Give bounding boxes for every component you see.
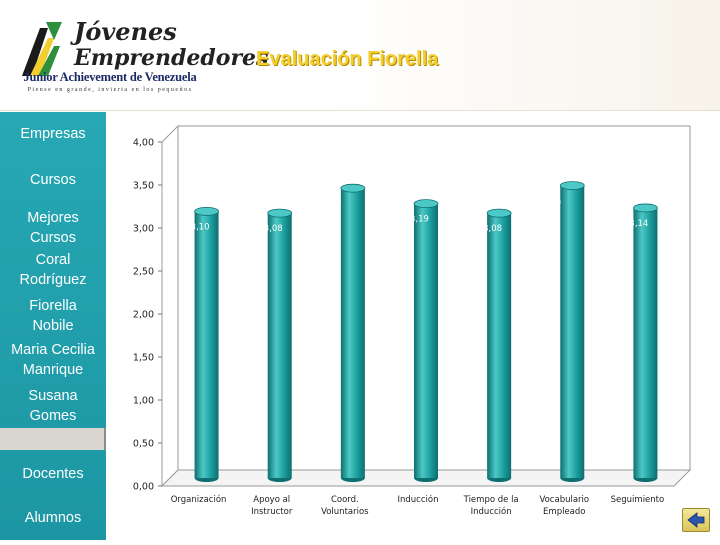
logo-mark-icon [22, 22, 62, 76]
y-tick-label: 0,00 [133, 482, 154, 493]
y-tick-label: 3,50 [133, 181, 154, 192]
y-tick-label: 1,00 [133, 396, 154, 407]
bar [194, 211, 219, 478]
x-tick-label: Seguimiento [611, 495, 665, 505]
sidebar-item-susana-gomes[interactable]: Susana Gomes [0, 386, 106, 426]
sidebar-item-label: Susana Gomes [28, 388, 78, 424]
bar-top [340, 183, 366, 193]
y-tick-label: 4,00 [133, 138, 154, 149]
bar [340, 188, 365, 478]
bar-chart: 0,00 0,50 1,00 1,50 2,00 2,50 3,00 3,50 4,00 3,10… [133, 124, 692, 517]
bar-top [413, 199, 439, 209]
sidebar-item-maria-cecilia-manrique[interactable]: Maria Cecilia Manrique [0, 340, 106, 380]
sidebar-item-docentes[interactable]: Docentes [0, 464, 106, 484]
data-label: 3,10 [191, 222, 210, 232]
sidebar-item-empresas[interactable]: Empresas [0, 124, 106, 144]
back-arrow-icon [687, 512, 705, 528]
bar-top [486, 208, 512, 218]
sidebar-item-label: Fiorella Nobile [29, 298, 77, 334]
x-tick-label: Inducción [471, 506, 512, 517]
logo-tagline: Piense en grande, invierta en los pequeñ… [27, 87, 193, 93]
data-label: 3,08 [264, 224, 283, 234]
y-tick-label: 0,50 [133, 439, 154, 450]
y-tick-label: 1,50 [133, 353, 154, 364]
data-label: 3,37 [323, 201, 342, 211]
logo-text-line2: Emprendedores [74, 45, 269, 71]
y-tick-label: 2,00 [133, 310, 154, 321]
bar [267, 213, 292, 478]
page-title: Evaluación Fiorella [256, 48, 439, 70]
bar [487, 213, 512, 478]
chart-area: 0,00 0,50 1,00 1,50 2,00 2,50 3,00 3,50 4,00 3,10… [110, 112, 720, 540]
x-tick-label: Empleado [543, 507, 585, 517]
bar-top [633, 203, 658, 213]
sidebar-item-label: Coral Rodríguez [19, 252, 87, 288]
chart-side-wall [161, 124, 179, 488]
sidebar-item-label: Mejores Cursos [27, 210, 79, 246]
bar-top [267, 208, 293, 218]
sidebar-item-coral-rodriguez[interactable]: Coral Rodríguez [0, 250, 106, 290]
x-tick-label: Organización [171, 494, 227, 505]
back-button[interactable] [682, 508, 710, 532]
x-tick-label: Vocabulario [539, 495, 589, 505]
y-tick-label: 3,00 [133, 224, 154, 235]
bar [560, 185, 585, 478]
bar [633, 207, 658, 478]
sidebar-item-label: Maria Cecilia Manrique [11, 342, 95, 378]
bar-top [194, 207, 219, 216]
sidebar-item-label: Cursos [30, 172, 76, 188]
sidebar-item-cursos[interactable]: Cursos [0, 170, 106, 190]
x-tick-label: Coord. [331, 495, 359, 505]
logo: Jóvenes Emprendedores Junior Achievement… [10, 14, 268, 102]
bar-top [559, 181, 585, 190]
x-tick-label: Instructor [251, 507, 293, 517]
y-tick-label: 2,50 [133, 267, 154, 278]
bar [414, 203, 438, 478]
x-tick-label: Tiempo de la [463, 495, 519, 505]
sidebar-item-mejores-cursos[interactable]: Mejores Cursos [0, 208, 106, 248]
sidebar-item-label: Alumnos [24, 510, 82, 526]
data-label: 3,40 [542, 199, 561, 209]
sidebar-item-alumnos[interactable]: Alumnos [0, 508, 106, 528]
x-tick-label: Inducción [398, 494, 439, 505]
header: Jóvenes Emprendedores Junior Achievement… [0, 0, 720, 111]
logo-text-line1: Jóvenes [74, 17, 177, 46]
x-tick-label: Apoyo al [253, 495, 290, 505]
data-label: 3,08 [483, 224, 502, 234]
data-label: 3,14 [629, 219, 648, 229]
sidebar: Empresas Cursos Mejores Cursos Coral Rodrí… [0, 112, 106, 540]
sidebar-item-label: Docentes [22, 466, 84, 482]
logo-organization: Junior Achievement de Venezuela [23, 70, 197, 84]
x-tick-label: Voluntarios [321, 507, 369, 517]
sidebar-item-label: Empresas [20, 126, 86, 142]
sidebar-item-fiorella-nobile[interactable]: Fiorella Nobile [0, 296, 106, 336]
sidebar-divider [0, 428, 106, 450]
data-label: 3,19 [410, 215, 429, 225]
